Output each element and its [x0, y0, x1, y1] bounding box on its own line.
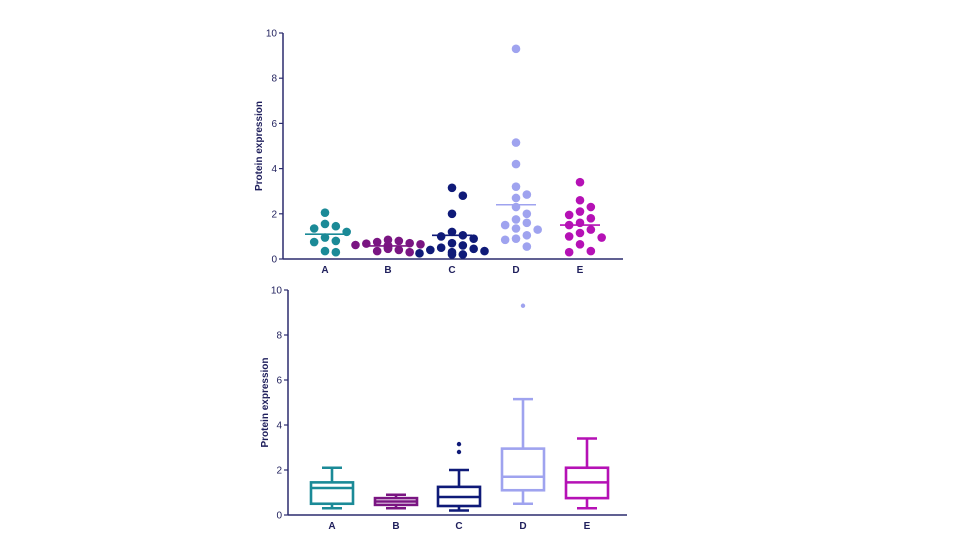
box-D	[500, 447, 546, 492]
y-tick-label: 4	[271, 164, 277, 175]
data-point-C	[447, 183, 457, 193]
data-point-E	[575, 177, 585, 187]
data-point-D	[522, 190, 532, 199]
y-tick-label: 0	[271, 255, 277, 266]
data-point-C	[426, 245, 435, 255]
data-point-C	[458, 241, 468, 250]
data-point-B	[394, 236, 404, 246]
data-point-A	[309, 224, 319, 233]
data-point-E	[564, 210, 574, 220]
y-tick-label: 0	[276, 511, 282, 522]
box-plot-chart: 0 2 4 6 8 10 Protein expression A B C D E	[260, 286, 627, 532]
data-point-D	[511, 159, 521, 169]
data-point-E	[575, 240, 585, 249]
outlier-point-C	[456, 449, 462, 455]
data-point-A	[320, 219, 330, 229]
x-category-label: C	[455, 521, 462, 532]
data-point-A	[331, 247, 341, 257]
data-point-D	[511, 138, 521, 147]
data-point-C	[447, 250, 457, 259]
y-tick-label: 6	[276, 376, 282, 387]
data-point-D	[522, 209, 532, 219]
data-point-D	[511, 234, 521, 243]
y-tick-label: 8	[276, 331, 282, 342]
data-point-C	[469, 244, 478, 254]
x-category-label: C	[448, 265, 455, 276]
data-point-D	[511, 224, 521, 233]
y-axis-title: Protein expression	[254, 101, 265, 191]
data-point-D	[511, 215, 521, 224]
data-point-D	[500, 235, 510, 245]
data-point-C	[415, 249, 424, 258]
data-point-E	[597, 233, 606, 242]
data-point-D	[522, 218, 532, 228]
data-point-C	[458, 250, 468, 259]
data-point-E	[575, 207, 585, 216]
data-point-D	[511, 182, 521, 191]
outlier-point-D	[520, 303, 526, 308]
data-point-E	[586, 225, 596, 234]
data-point-A	[331, 236, 341, 246]
data-point-A	[320, 208, 330, 217]
data-point-A	[309, 237, 319, 247]
dot-plot-chart: 0 2 4 6 8 10 Protein expression A B C D E	[254, 29, 623, 276]
x-category-label: E	[584, 521, 591, 532]
y-axis-title: Protein expression	[260, 357, 271, 447]
data-point-C	[469, 234, 478, 243]
box-A	[309, 481, 355, 506]
data-point-E	[575, 195, 585, 205]
data-point-E	[586, 202, 596, 212]
y-tick-label: 2	[271, 209, 277, 220]
y-tick-label: 8	[271, 74, 277, 85]
data-point-C	[447, 209, 457, 219]
y-tick-label: 10	[271, 286, 283, 297]
data-point-B	[416, 240, 425, 249]
data-point-B	[372, 237, 382, 247]
x-category-label: B	[392, 521, 399, 532]
data-point-C	[480, 246, 489, 256]
data-point-A	[331, 221, 341, 231]
data-point-D	[533, 225, 542, 234]
data-point-C	[447, 238, 457, 248]
y-tick-label: 6	[271, 119, 277, 130]
data-point-B	[351, 240, 360, 250]
data-point-A	[320, 233, 330, 242]
y-tick-label: 4	[276, 421, 282, 432]
x-category-label: A	[321, 265, 328, 276]
y-tick-label: 2	[276, 466, 282, 477]
y-tick-label: 10	[266, 29, 278, 40]
data-point-C	[436, 243, 446, 252]
data-point-E	[564, 247, 574, 257]
outlier-point-C	[456, 441, 462, 447]
data-point-D	[522, 230, 532, 240]
x-category-label: A	[328, 521, 335, 532]
x-category-label: E	[577, 265, 584, 276]
data-point-A	[320, 246, 330, 256]
data-point-B	[394, 245, 404, 255]
data-point-C	[458, 191, 468, 201]
data-point-E	[586, 246, 596, 256]
data-point-E	[586, 214, 596, 223]
x-category-label: B	[384, 265, 391, 276]
data-point-C	[436, 232, 446, 241]
data-point-D	[511, 44, 521, 54]
data-point-B	[372, 246, 382, 256]
x-category-label: D	[512, 265, 519, 276]
data-point-D	[500, 220, 510, 230]
data-point-C	[447, 227, 457, 237]
data-point-E	[575, 228, 585, 238]
x-category-label: D	[519, 521, 526, 532]
data-point-B	[405, 247, 414, 257]
data-point-E	[564, 232, 574, 241]
data-point-D	[511, 193, 521, 203]
data-point-D	[522, 242, 532, 251]
